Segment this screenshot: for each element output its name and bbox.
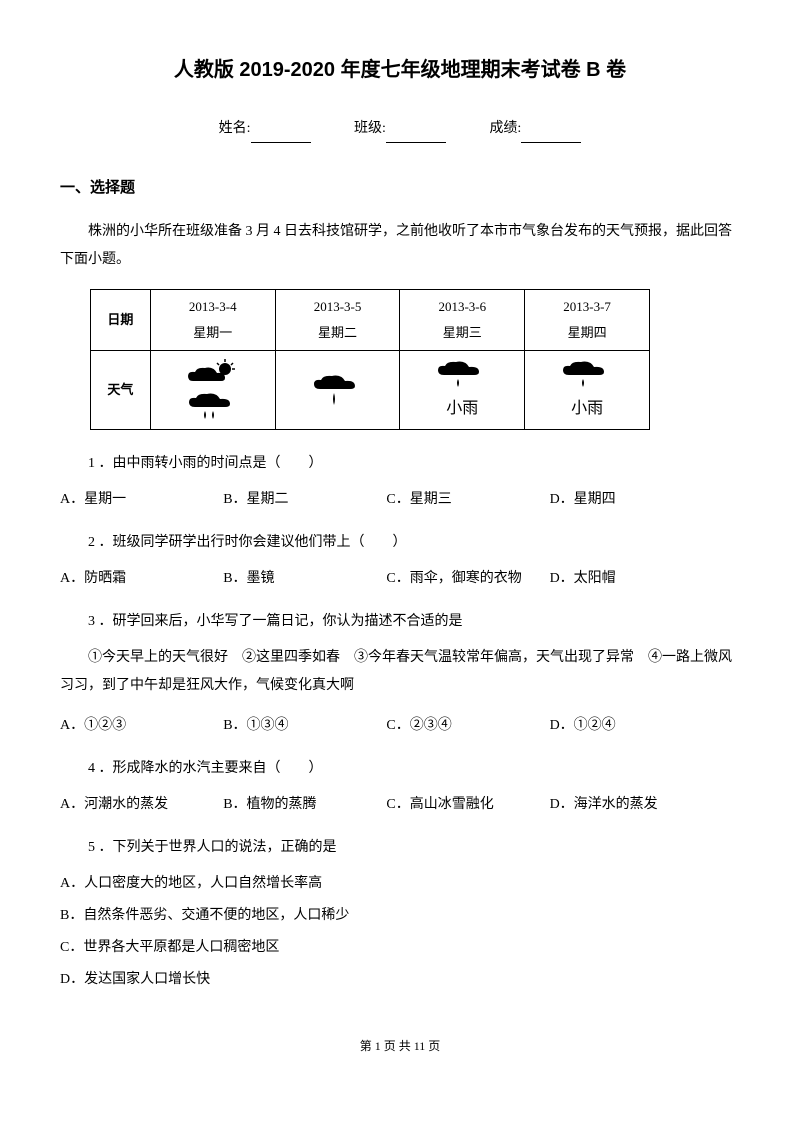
option-item: D．星期四 bbox=[550, 486, 713, 514]
question-text: 5 ．下列关于世界人口的说法，正确的是 bbox=[60, 834, 740, 862]
exam-title: 人教版 2019-2020 年度七年级地理期末考试卷 B 卷 bbox=[60, 50, 740, 90]
weather-cell: 小雨 bbox=[400, 351, 525, 430]
rain-label: 小雨 bbox=[408, 393, 516, 425]
student-info-line: 姓名: 班级: 成绩: bbox=[60, 115, 740, 143]
option-item: C．高山冰雪融化 bbox=[386, 791, 549, 819]
name-blank[interactable] bbox=[251, 125, 311, 143]
cloud-rain-icon bbox=[557, 357, 617, 391]
weather-cell bbox=[150, 351, 275, 430]
options-row: A．人口密度大的地区，人口自然增长率高 B．自然条件恶劣、交通不便的地区，人口稀少… bbox=[60, 870, 740, 994]
options-row: A．星期一B．星期二C．星期三D．星期四 bbox=[60, 486, 740, 514]
page-footer: 第 1 页 共 11 页 bbox=[60, 1034, 740, 1058]
option-item: D．①②④ bbox=[550, 712, 713, 740]
question-extra: ①今天早上的天气很好 ②这里四季如春 ③今年春天气温较常年偏高，天气出现了异常 … bbox=[60, 644, 740, 700]
option-item: D．太阳帽 bbox=[550, 565, 713, 593]
weather-forecast-table: 日期 2013-3-4 星期一 2013-3-5 星期二 2013-3-6 星期… bbox=[90, 289, 650, 430]
date-text: 2013-3-7 bbox=[533, 294, 641, 320]
question-text: 2 ．班级同学研学出行时你会建议他们带上（ ） bbox=[60, 529, 740, 557]
intro-paragraph: 株洲的小华所在班级准备 3 月 4 日去科技馆研学，之前他收听了本市市气象台发布… bbox=[60, 218, 740, 274]
name-field: 姓名: bbox=[219, 115, 311, 143]
score-label: 成绩: bbox=[489, 121, 521, 136]
class-field: 班级: bbox=[354, 115, 446, 143]
options-row: A．①②③B．①③④C．②③④D．①②④ bbox=[60, 712, 740, 740]
option-item: D．海洋水的蒸发 bbox=[550, 791, 713, 819]
option-item: A．河潮水的蒸发 bbox=[60, 791, 223, 819]
question-text: 3 ．研学回来后，小华写了一篇日记，你认为描述不合适的是 bbox=[60, 608, 740, 636]
cloud-rain-icon bbox=[432, 357, 492, 391]
options-row: A．防晒霜B．墨镜C．雨伞，御寒的衣物D．太阳帽 bbox=[60, 565, 740, 593]
table-row: 日期 2013-3-4 星期一 2013-3-5 星期二 2013-3-6 星期… bbox=[91, 290, 650, 351]
cloud-sun-icon bbox=[183, 359, 243, 387]
date-header: 日期 bbox=[91, 290, 151, 351]
day-text: 星期三 bbox=[408, 320, 516, 346]
score-blank[interactable] bbox=[521, 125, 581, 143]
question-text: 4 ．形成降水的水汽主要来自（ ） bbox=[60, 755, 740, 783]
date-cell: 2013-3-6 星期三 bbox=[400, 290, 525, 351]
option-item: A．防晒霜 bbox=[60, 565, 223, 593]
class-label: 班级: bbox=[354, 121, 386, 136]
date-text: 2013-3-5 bbox=[284, 294, 392, 320]
option-item: C．②③④ bbox=[386, 712, 549, 740]
weather-cell: 小雨 bbox=[525, 351, 650, 430]
date-cell: 2013-3-7 星期四 bbox=[525, 290, 650, 351]
option-item: C．雨伞，御寒的衣物 bbox=[386, 565, 549, 593]
day-text: 星期二 bbox=[284, 320, 392, 346]
cloud-rain-icon bbox=[183, 389, 243, 421]
option-item: B．自然条件恶劣、交通不便的地区，人口稀少 bbox=[60, 902, 740, 930]
option-item: B．墨镜 bbox=[223, 565, 386, 593]
date-text: 2013-3-6 bbox=[408, 294, 516, 320]
day-text: 星期四 bbox=[533, 320, 641, 346]
score-field: 成绩: bbox=[489, 115, 581, 143]
options-row: A．河潮水的蒸发B．植物的蒸腾C．高山冰雪融化D．海洋水的蒸发 bbox=[60, 791, 740, 819]
date-text: 2013-3-4 bbox=[159, 294, 267, 320]
option-item: C．世界各大平原都是人口稠密地区 bbox=[60, 934, 740, 962]
option-item: A．星期一 bbox=[60, 486, 223, 514]
option-item: B．①③④ bbox=[223, 712, 386, 740]
question-text: 1 ．由中雨转小雨的时间点是（ ） bbox=[60, 450, 740, 478]
option-item: D．发达国家人口增长快 bbox=[60, 966, 740, 994]
weather-header: 天气 bbox=[91, 351, 151, 430]
cloud-rain-icon bbox=[308, 371, 368, 409]
section-heading: 一、选择题 bbox=[60, 173, 740, 203]
option-item: C．星期三 bbox=[386, 486, 549, 514]
option-item: B．植物的蒸腾 bbox=[223, 791, 386, 819]
questions-container: 1 ．由中雨转小雨的时间点是（ ） A．星期一B．星期二C．星期三D．星期四 2 ．… bbox=[60, 450, 740, 994]
table-row: 天气 bbox=[91, 351, 650, 430]
rain-label: 小雨 bbox=[533, 393, 641, 425]
date-cell: 2013-3-5 星期二 bbox=[275, 290, 400, 351]
day-text: 星期一 bbox=[159, 320, 267, 346]
option-item: B．星期二 bbox=[223, 486, 386, 514]
class-blank[interactable] bbox=[386, 125, 446, 143]
name-label: 姓名: bbox=[219, 121, 251, 136]
date-cell: 2013-3-4 星期一 bbox=[150, 290, 275, 351]
option-item: A．①②③ bbox=[60, 712, 223, 740]
weather-cell bbox=[275, 351, 400, 430]
option-item: A．人口密度大的地区，人口自然增长率高 bbox=[60, 870, 740, 898]
